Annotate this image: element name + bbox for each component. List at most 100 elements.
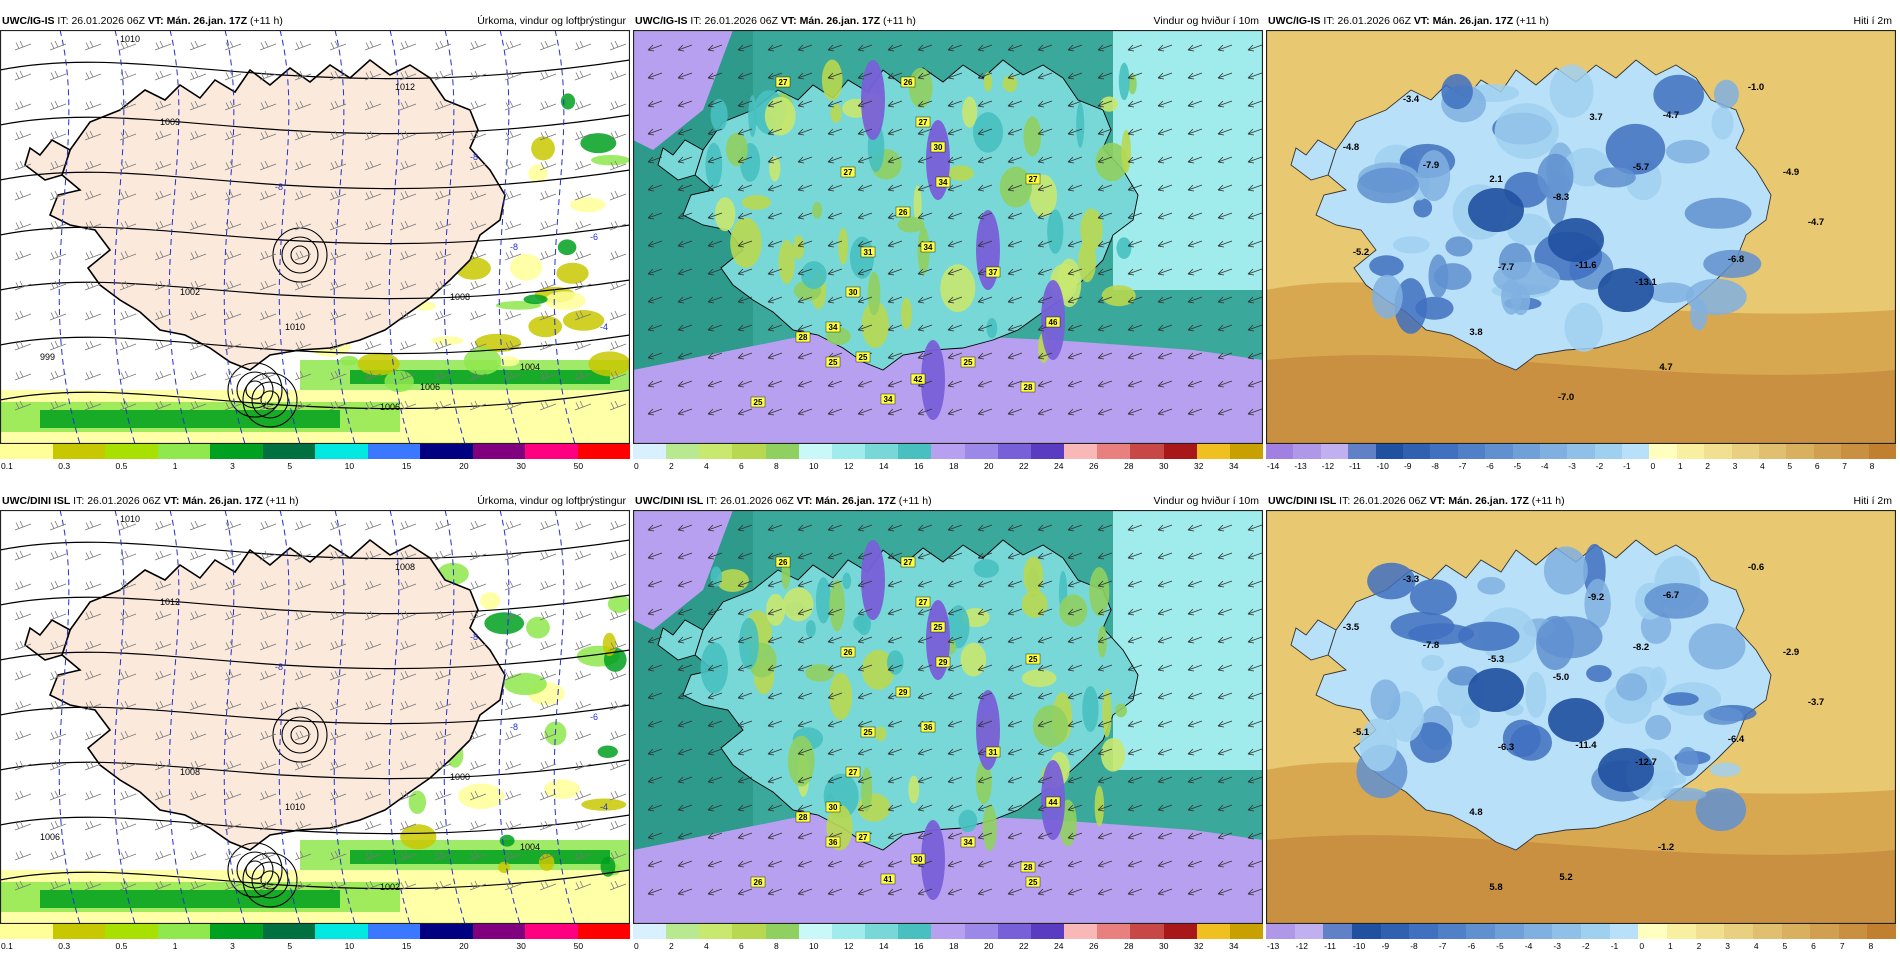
wind-barb <box>294 70 312 81</box>
wind-barb <box>399 820 417 831</box>
wind-barb <box>119 760 137 771</box>
wind-arrow <box>947 748 963 756</box>
color-scale-swatch <box>1030 924 1065 939</box>
temperature-cell <box>1428 254 1449 298</box>
wind-arrow <box>1097 832 1113 840</box>
color-scale-tick-label: 0.3 <box>58 941 71 951</box>
wind-barb <box>364 190 382 201</box>
color-scale-tick-label: 16 <box>914 941 924 951</box>
wind-barb <box>224 790 242 801</box>
temperature-cell <box>1525 671 1547 719</box>
wind-arrow <box>797 692 813 700</box>
gust-label: 34 <box>964 838 973 847</box>
wind-barb <box>154 760 172 771</box>
wind-arrow <box>1067 804 1083 812</box>
wind-arrow <box>737 184 753 192</box>
wind-arrow <box>707 720 723 728</box>
wind-arrow <box>737 860 753 868</box>
color-scale-tick-label: 0 <box>634 461 639 471</box>
color-scale-tick-label: 34 <box>1229 461 1239 471</box>
wind-arrow <box>1217 240 1233 248</box>
wind-arrow <box>797 608 813 616</box>
wind-barb <box>84 310 102 321</box>
wind-barb <box>364 370 382 381</box>
wind-speed-cell <box>958 809 978 833</box>
wind-barb <box>119 790 137 801</box>
color-scale-tick-label: 5 <box>287 461 293 471</box>
wind-barb <box>399 400 417 411</box>
temperature-cell <box>1392 236 1430 254</box>
wind-arrow <box>917 636 933 644</box>
color-scale-tick-label: 26 <box>1089 941 1099 951</box>
map-canvas[interactable]: -3.4 -1.0 -4.8 -7.9 3.7 -4.7 2.1 -5.7 -4.9 -8.3 -4… <box>1266 30 1896 444</box>
wind-arrow <box>1217 296 1233 304</box>
wind-arrow <box>977 128 993 136</box>
wind-barb <box>399 520 417 531</box>
wind-arrow <box>827 380 843 388</box>
wind-barb <box>574 100 592 111</box>
gust-label-box <box>960 836 976 848</box>
gust-maximum-zone <box>861 60 885 140</box>
wind-arrow <box>1127 664 1143 672</box>
temperature-label: 5.8 <box>1489 882 1502 893</box>
map-canvas[interactable]: -3.3 -0.6 -3.5 -7.8 -9.2 -6.7 -5.3 -8.2 -2.9 -5.0… <box>1266 510 1896 924</box>
gust-label-box <box>1020 381 1036 393</box>
strong-wind-zone <box>633 810 1263 924</box>
wind-barb <box>49 700 67 711</box>
wind-barb <box>84 760 102 771</box>
color-scale-tick-label: 3 <box>1732 461 1738 471</box>
map-canvas[interactable]: 27 26 27 30 27 34 26 27 34 31 37 30 34 25 46 28 25 42 34 25… <box>633 30 1263 444</box>
wind-arrow <box>1067 44 1083 52</box>
isobar-line <box>0 334 630 355</box>
wind-arrow <box>1157 776 1173 784</box>
wind-barb <box>259 820 277 831</box>
color-scale-swatch <box>1485 444 1513 459</box>
wind-speed-cell <box>986 317 998 339</box>
wind-arrow <box>1187 380 1203 388</box>
color-scale-swatch <box>831 444 866 459</box>
color-scale-tick-label: 0.5 <box>115 461 128 471</box>
color-scale-tick-label: 0.1 <box>1 461 13 471</box>
gust-label: 25 <box>964 358 973 367</box>
wind-arrow <box>767 240 783 248</box>
wind-arrow <box>1067 608 1083 616</box>
wind-arrow <box>707 692 723 700</box>
temperature-cell <box>1370 679 1401 721</box>
color-scale-tick-label: -11 <box>1324 941 1336 951</box>
wind-barb <box>49 250 67 261</box>
map-canvas[interactable]: 26 27 27 25 26 29 29 25 36 25 31 27 30 36 44 28 27 30 41 34… <box>633 510 1263 924</box>
color-scale-tick-label: 30 <box>1159 941 1169 951</box>
wind-arrow <box>1037 408 1053 416</box>
pressure-label: 1002 <box>380 882 400 892</box>
wind-barb <box>504 670 522 681</box>
wind-barb <box>364 580 382 591</box>
wind-barb <box>189 40 207 51</box>
wind-arrow <box>767 72 783 80</box>
wind-arrow <box>887 296 903 304</box>
color-scale-swatch <box>1130 444 1164 459</box>
wind-barb <box>49 610 67 621</box>
wind-barb <box>294 580 312 591</box>
wind-barb <box>259 190 277 201</box>
map-canvas[interactable]: 1010 1012 1009 1010 1002 1004 1006 999 1008 1006-… <box>0 30 630 444</box>
wind-arrow <box>1187 212 1203 220</box>
color-scale-tick-label: 8 <box>1868 941 1874 951</box>
map-canvas[interactable]: 1010 1008 1012 1010 1008 1004 1002 1006 1000 -8 -8… <box>0 510 630 924</box>
wind-barb <box>469 280 487 291</box>
color-scale-swatch <box>0 444 53 459</box>
wind-arrow <box>1217 352 1233 360</box>
wind-arrow <box>707 804 723 812</box>
wind-barb <box>364 760 382 771</box>
gust-label-box <box>900 76 916 88</box>
wind-arrow <box>707 888 723 896</box>
iceland-land <box>48 58 506 371</box>
wind-barb <box>14 280 32 291</box>
wind-arrow <box>1067 100 1083 108</box>
wind-arrow <box>977 44 993 52</box>
wind-barb <box>189 220 207 231</box>
wind-arrow <box>1097 524 1113 532</box>
wind-barb <box>224 520 242 531</box>
wind-arrow <box>857 268 873 276</box>
gust-label-box <box>840 166 856 178</box>
wind-arrow <box>857 636 873 644</box>
